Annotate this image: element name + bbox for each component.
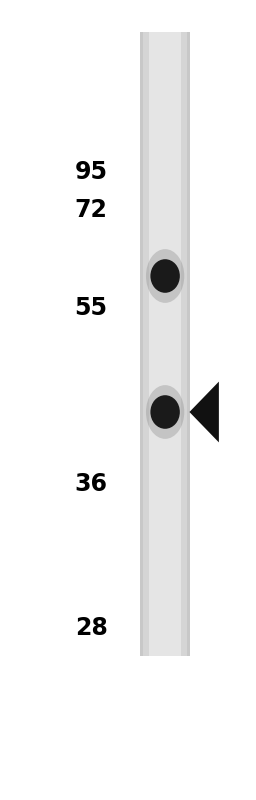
Ellipse shape: [146, 249, 184, 303]
Bar: [143, 32, 187, 656]
Text: 28: 28: [75, 616, 108, 640]
Polygon shape: [189, 382, 219, 442]
Ellipse shape: [150, 395, 180, 429]
Bar: [140, 32, 190, 656]
Text: 95: 95: [74, 160, 108, 184]
Text: 72: 72: [75, 198, 108, 222]
Ellipse shape: [146, 385, 184, 439]
Ellipse shape: [150, 259, 180, 293]
Text: 36: 36: [74, 472, 108, 496]
Text: 55: 55: [74, 296, 108, 320]
Bar: [149, 32, 181, 656]
